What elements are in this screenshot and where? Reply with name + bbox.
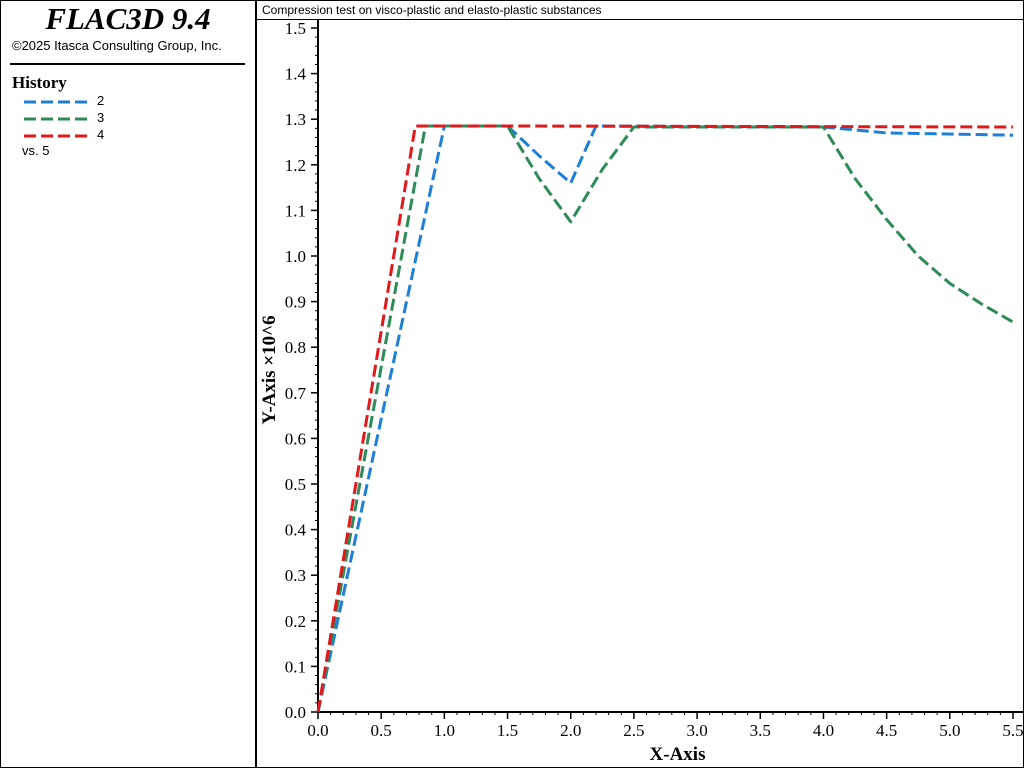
series-line-4 xyxy=(316,124,1014,713)
legend-item-2: 2 xyxy=(22,93,222,110)
legend-swatch-3 xyxy=(24,117,87,121)
x-tick-label-4: 2.0 xyxy=(560,721,581,740)
legend-item-4: 4 xyxy=(22,127,222,144)
y-tick-label-13: 1.3 xyxy=(285,110,306,129)
y-tick-label-5: 0.5 xyxy=(285,475,306,494)
y-tick-label-12: 1.2 xyxy=(285,156,306,175)
legend-label-2: 2 xyxy=(97,93,105,108)
x-tick-label-7: 3.5 xyxy=(750,721,771,740)
x-tick-label-10: 5.0 xyxy=(939,721,960,740)
legend-label-3: 3 xyxy=(97,110,105,125)
x-tick-label-8: 4.0 xyxy=(813,721,834,740)
legend-label-4: 4 xyxy=(97,127,105,142)
x-tick-label-2: 1.0 xyxy=(434,721,455,740)
chart-title-rule xyxy=(256,19,1024,20)
x-tick-label-0: 0.0 xyxy=(307,721,328,740)
y-tick-label-7: 0.7 xyxy=(285,384,307,403)
y-tick-label-15: 1.5 xyxy=(285,19,306,38)
y-tick-label-6: 0.6 xyxy=(285,429,306,448)
y-tick-label-4: 0.4 xyxy=(285,521,307,540)
series-line-2 xyxy=(316,124,1014,713)
legend-title: History xyxy=(12,73,67,92)
y-tick-label-3: 0.3 xyxy=(285,566,306,585)
app-title: FLAC3D 9.4 xyxy=(45,1,211,36)
y-tick-label-10: 1.0 xyxy=(285,247,306,266)
sidebar-separator xyxy=(10,63,245,65)
legend-swatch-4 xyxy=(24,134,87,138)
y-tick-label-1: 0.1 xyxy=(285,657,306,676)
series-line-3 xyxy=(316,124,1014,713)
x-tick-label-11: 5.5 xyxy=(1002,721,1023,740)
legend-vs-label: vs. 5 xyxy=(22,143,50,158)
y-tick-label-0: 0.0 xyxy=(285,703,306,722)
panel-divider xyxy=(255,0,257,768)
y-tick-label-11: 1.1 xyxy=(285,201,306,220)
y-tick-label-9: 0.9 xyxy=(285,293,306,312)
y-axis-label: Y-Axis ×10^6 xyxy=(259,315,280,424)
y-tick-label-2: 0.2 xyxy=(285,612,306,631)
x-tick-label-9: 4.5 xyxy=(876,721,897,740)
chart-title: Compression test on visco-plastic and el… xyxy=(262,3,602,17)
x-axis-label: X-Axis xyxy=(650,744,706,765)
x-tick-label-3: 1.5 xyxy=(497,721,518,740)
y-tick-label-14: 1.4 xyxy=(285,65,307,84)
x-tick-label-6: 3.0 xyxy=(686,721,707,740)
legend-item-3: 3 xyxy=(22,110,222,127)
x-tick-label-5: 2.5 xyxy=(623,721,644,740)
x-tick-label-1: 0.5 xyxy=(371,721,392,740)
y-tick-label-8: 0.8 xyxy=(285,338,306,357)
copyright-text: ©2025 Itasca Consulting Group, Inc. xyxy=(12,38,222,53)
legend-swatch-2 xyxy=(24,100,87,104)
